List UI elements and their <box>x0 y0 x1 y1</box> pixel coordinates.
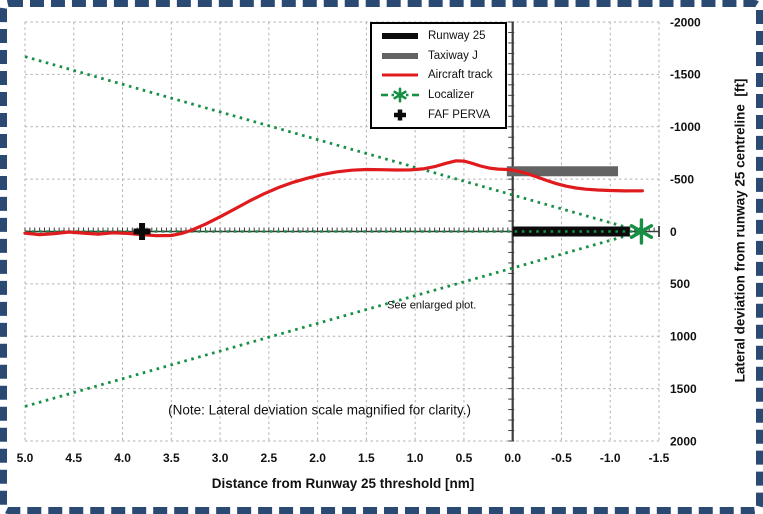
x-tick-label: 3.5 <box>163 451 180 465</box>
x-tick-label: 2.5 <box>261 451 278 465</box>
asterisk-spoke <box>629 224 654 239</box>
legend-label: Taxiway J <box>428 49 478 62</box>
y-tick-label: -500 <box>670 172 694 186</box>
x-tick-label: 0.5 <box>456 451 473 465</box>
x-tick-label: 4.0 <box>114 451 131 465</box>
swatch-graphic <box>394 109 406 121</box>
legend-item-faf-perva: FAF PERVA <box>380 105 503 124</box>
x-tick-label: 5.0 <box>17 451 34 465</box>
x-tick-label: 0.0 <box>504 451 521 465</box>
y-tick-label: -1500 <box>670 68 701 82</box>
faf-plus-swatch <box>380 107 420 123</box>
annotations: See enlarged plot. (Note: Lateral deviati… <box>168 300 476 418</box>
swatch-asterisk <box>393 90 407 100</box>
series-taxiway-j <box>506 166 619 177</box>
legend-item-aircraft-track: Aircraft track <box>380 66 503 85</box>
swatch-graphic <box>382 73 418 77</box>
x-tick-label: 2.0 <box>309 451 326 465</box>
swatch-graphic <box>382 52 418 59</box>
series-faf-perva <box>133 223 151 240</box>
y-tick-label: 0 <box>670 225 677 239</box>
legend-label: Runway 25 <box>428 30 486 43</box>
legend-label: Localizer <box>428 89 475 102</box>
series-runway-25 <box>512 226 630 237</box>
x-tick-label: 1.5 <box>358 451 375 465</box>
taxiway-line-swatch <box>380 48 420 64</box>
x-tick-label: -0.5 <box>551 451 572 465</box>
legend-item-taxiway-j: Taxiway J <box>380 46 503 65</box>
series <box>23 55 654 408</box>
y-tick-label: -2000 <box>670 15 701 29</box>
y-tick-label: 1000 <box>670 330 697 344</box>
series-localizer-lower-edge <box>24 230 642 408</box>
x-tick-label: -1.0 <box>600 451 621 465</box>
x-axis-title: Distance from Runway 25 threshold [nm] <box>211 476 475 491</box>
series-localizer-upper-edge <box>24 55 642 233</box>
y-axis-title: Lateral deviation from runway 25 centrel… <box>732 78 748 383</box>
legend-item-runway-25: Runway 25 <box>380 27 503 46</box>
localizer-asterisk-swatch <box>380 87 420 103</box>
y-tick-label: 2000 <box>670 434 697 448</box>
y-tick-label: 500 <box>670 277 690 291</box>
legend-label: FAF PERVA <box>428 108 491 121</box>
x-tick-label: 1.0 <box>407 451 424 465</box>
swatch-graphic <box>381 87 419 103</box>
legend: Runway 25 Taxiway J Aircraft track Local… <box>370 22 507 129</box>
swatch-graphic <box>382 33 418 40</box>
y-tick-label: 1500 <box>670 382 697 396</box>
legend-item-localizer: Localizer <box>380 86 503 105</box>
track-line-swatch <box>380 67 420 83</box>
x-tick-label: 3.0 <box>212 451 229 465</box>
y-tick-label: -1000 <box>670 120 701 134</box>
annotation-see-enlarged-plot: See enlarged plot. <box>387 300 476 312</box>
runway-line-swatch <box>380 28 420 44</box>
series-localizer-antenna <box>629 218 654 245</box>
legend-label: Aircraft track <box>428 69 493 82</box>
x-tick-label: -1.5 <box>649 451 670 465</box>
annotation-note-lateral-deviation-s: (Note: Lateral deviation scale magnified… <box>168 402 471 417</box>
x-tick-label: 4.5 <box>65 451 82 465</box>
tick-labels: 5.0 4.5 4.0 3.5 3.0 2.5 2.0 1.5 1.0 0.5 0.0 -0.5 -1.… <box>17 15 701 465</box>
